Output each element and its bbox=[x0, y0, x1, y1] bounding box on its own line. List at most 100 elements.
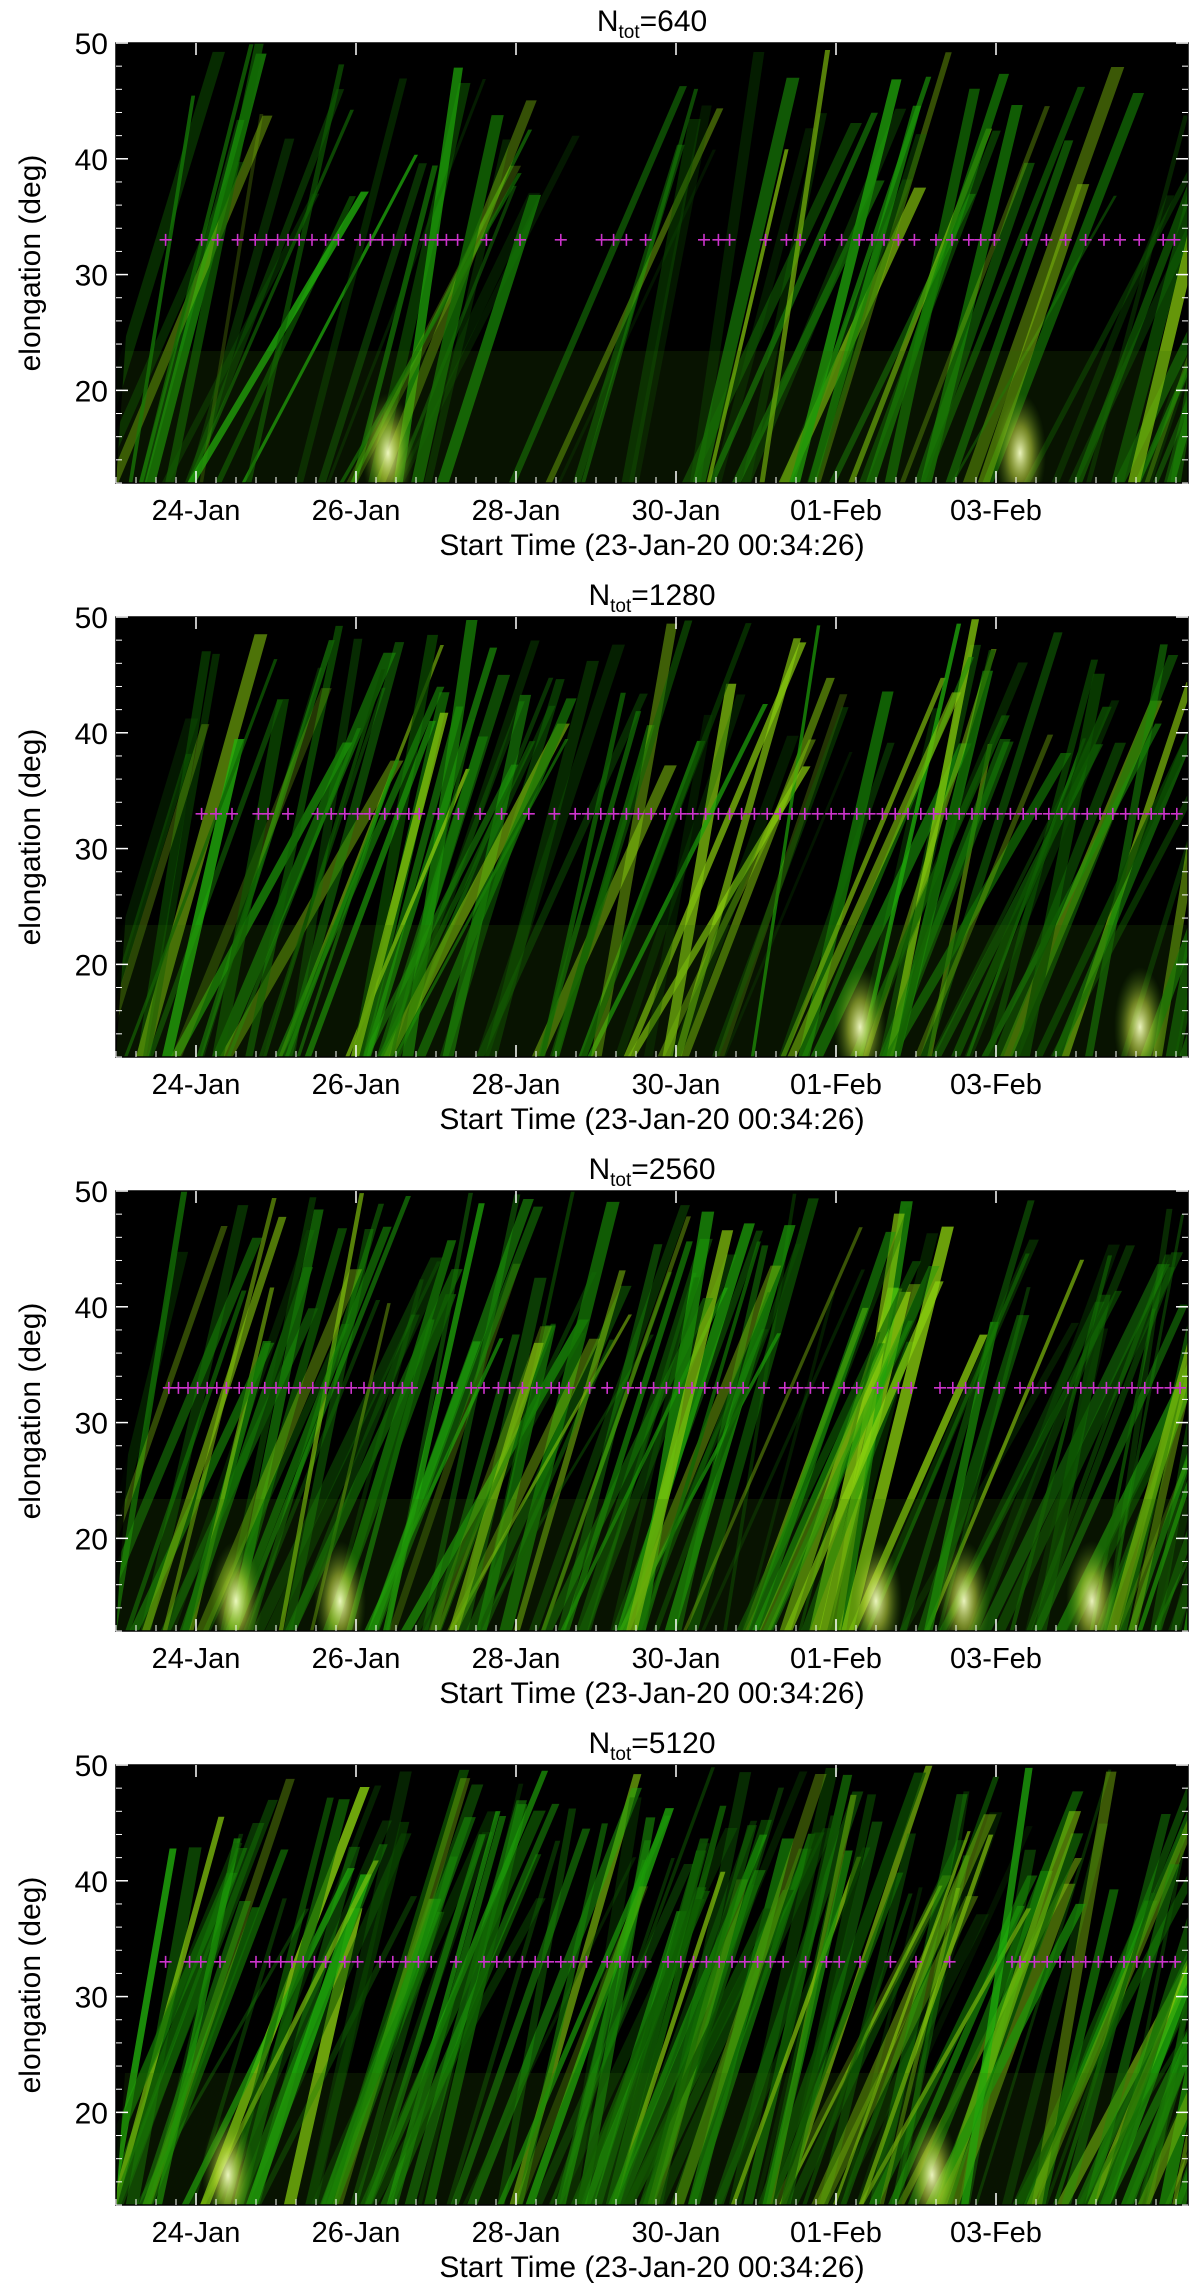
marker bbox=[1145, 807, 1158, 820]
marker bbox=[554, 233, 567, 246]
stripe bbox=[920, 86, 1086, 483]
stripe bbox=[116, 1872, 238, 2152]
x-tick-label: 30-Jan bbox=[632, 1643, 721, 1675]
marker bbox=[583, 1381, 596, 1394]
stripe bbox=[883, 753, 1072, 1057]
stripe bbox=[914, 162, 1035, 483]
marker bbox=[354, 233, 366, 246]
stripe bbox=[326, 78, 486, 483]
marker bbox=[1113, 1381, 1126, 1394]
marker bbox=[700, 1955, 713, 1968]
stripe bbox=[938, 1290, 1122, 1631]
stripe bbox=[628, 105, 712, 483]
marker bbox=[399, 233, 412, 246]
marker bbox=[892, 233, 905, 246]
marker bbox=[626, 1955, 639, 1968]
heatmap-area bbox=[116, 1765, 1188, 2205]
marker bbox=[387, 233, 400, 246]
stripe bbox=[762, 1265, 940, 1631]
marker bbox=[632, 807, 645, 820]
stripe bbox=[525, 1808, 674, 2205]
marker bbox=[195, 807, 208, 820]
marker bbox=[319, 1381, 332, 1394]
stripe bbox=[610, 1277, 700, 1631]
stripe bbox=[184, 89, 345, 483]
marker bbox=[490, 1955, 503, 1968]
stripe bbox=[564, 1797, 642, 2205]
marker bbox=[853, 233, 866, 246]
bright-spot bbox=[202, 2115, 254, 2205]
plot-frame bbox=[115, 1190, 1189, 1632]
marker bbox=[645, 807, 658, 820]
panel-title: Ntot=2560 bbox=[588, 1153, 715, 1191]
y-tick-label: 30 bbox=[75, 1408, 108, 1441]
x-axis-label: Start Time (23-Jan-20 00:34:26) bbox=[439, 529, 864, 562]
stripe bbox=[878, 738, 1011, 1057]
stripe bbox=[622, 1908, 772, 2205]
marker bbox=[712, 233, 725, 246]
stripe bbox=[362, 706, 464, 1057]
marker bbox=[910, 1955, 922, 1968]
x-axis-label: Start Time (23-Jan-20 00:34:26) bbox=[439, 2251, 864, 2284]
bright-spot bbox=[362, 393, 414, 483]
marker bbox=[723, 807, 736, 820]
stripe bbox=[140, 1205, 249, 1631]
stripe bbox=[116, 1848, 177, 2198]
marker bbox=[738, 1955, 751, 1968]
marker bbox=[639, 233, 652, 246]
stripe bbox=[557, 149, 716, 483]
marker bbox=[412, 1955, 425, 1968]
stripe bbox=[790, 79, 902, 483]
x-tick-label: 03-Feb bbox=[950, 1643, 1042, 1675]
stripe bbox=[711, 707, 849, 1057]
stripe bbox=[211, 699, 289, 1057]
stripe bbox=[938, 1301, 1105, 1631]
stripe bbox=[619, 1265, 782, 1631]
stripe bbox=[363, 1834, 486, 2205]
x-tick-label: 28-Jan bbox=[472, 2217, 561, 2249]
stripe bbox=[195, 1269, 363, 1631]
stripe bbox=[116, 753, 192, 1002]
stripe bbox=[623, 642, 807, 1057]
stripe bbox=[1115, 1455, 1188, 1631]
stripe bbox=[1152, 1556, 1188, 1631]
stripe bbox=[138, 44, 254, 483]
stripe bbox=[1137, 2089, 1188, 2205]
stripe bbox=[580, 623, 752, 1057]
marker bbox=[1170, 807, 1183, 820]
stripe bbox=[317, 163, 427, 483]
stripe bbox=[554, 1858, 675, 2205]
stripe bbox=[672, 1773, 827, 2205]
marker bbox=[876, 807, 889, 820]
marker bbox=[833, 1955, 846, 1968]
plot-frame bbox=[115, 42, 1189, 484]
marker bbox=[1114, 233, 1126, 246]
marker bbox=[399, 1955, 412, 1968]
stripe bbox=[1128, 1360, 1188, 1631]
stripe bbox=[484, 660, 600, 1057]
stripe bbox=[950, 706, 1112, 1057]
marker bbox=[214, 1955, 226, 1968]
stripe bbox=[614, 694, 746, 1057]
stripe bbox=[363, 647, 498, 1057]
stripe bbox=[814, 52, 952, 483]
low-elongation-band bbox=[116, 2073, 1188, 2205]
stripe bbox=[558, 1840, 652, 2205]
y-tick-label: 50 bbox=[75, 1750, 108, 1783]
stripe bbox=[128, 95, 196, 483]
stripe bbox=[859, 1239, 1039, 1631]
marker bbox=[902, 807, 914, 820]
marker bbox=[1014, 1381, 1026, 1394]
stripe bbox=[187, 138, 295, 483]
stripe bbox=[642, 1825, 757, 2205]
marker bbox=[1059, 233, 1072, 246]
stripe bbox=[211, 652, 397, 1057]
x-tick-label: 01-Feb bbox=[790, 2217, 882, 2249]
stripe bbox=[587, 703, 768, 1057]
marker bbox=[220, 1381, 233, 1394]
marker bbox=[777, 1955, 790, 1968]
marker bbox=[210, 807, 222, 820]
marker bbox=[804, 1381, 817, 1394]
panel-3: 20 30 40 50 24-Jan 26-Jan 28-Jan 30-Jan 01-Feb 03… bbox=[14, 1153, 1189, 1710]
stripe bbox=[1026, 1254, 1171, 1631]
